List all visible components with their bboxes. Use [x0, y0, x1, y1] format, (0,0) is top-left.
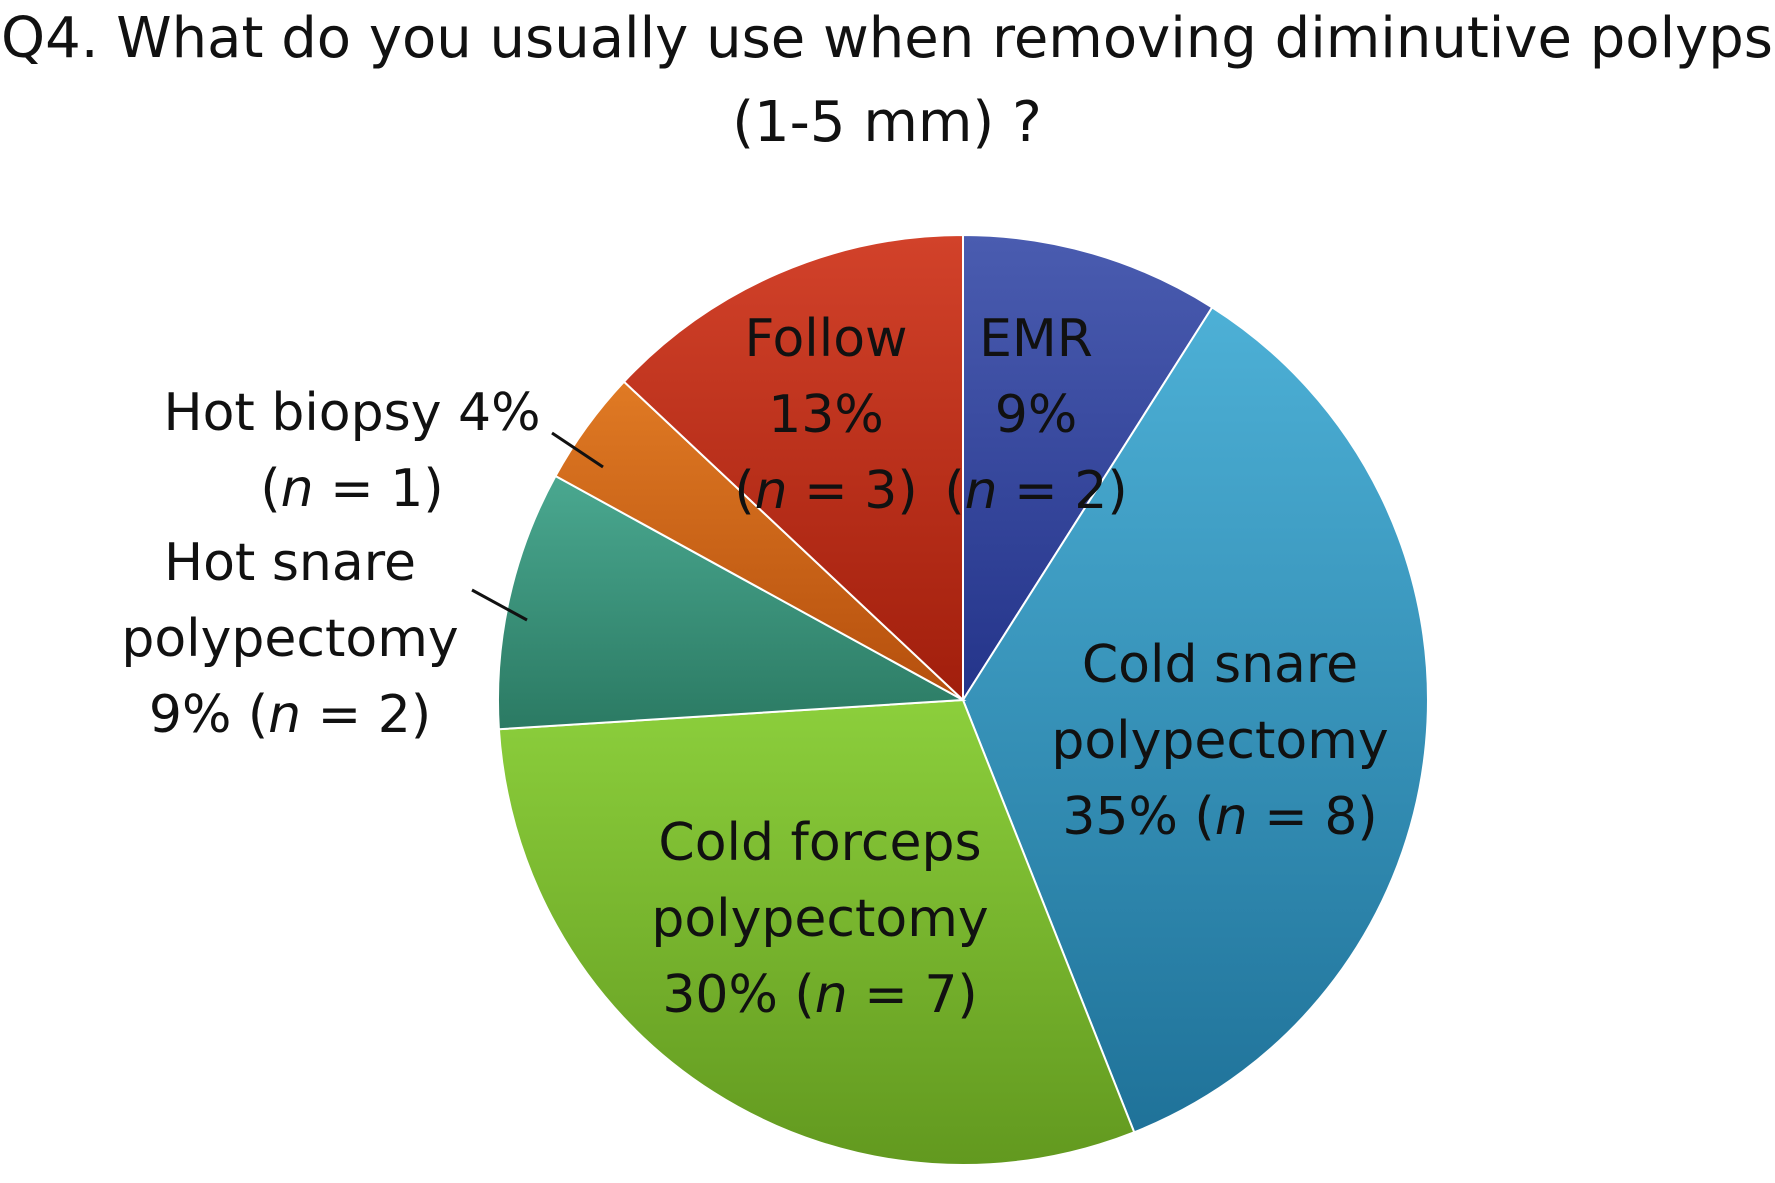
pie-slice-follow — [622, 233, 964, 703]
n-symbol: n — [268, 685, 301, 745]
slice-label-cold-forceps: Cold forceps polypectomy 30% (n = 7) — [651, 813, 988, 1025]
slice-label-line: 30% (n = 7) — [662, 965, 977, 1025]
slice-label-emr: EMR 9% (n = 2) — [944, 309, 1127, 521]
label-text: 35% ( — [1062, 787, 1214, 847]
pie-slice-cold-forceps — [497, 698, 1136, 1166]
label-text: Cold snare — [1082, 635, 1358, 695]
label-text: Hot biopsy 4% — [164, 383, 541, 443]
slice-label-line: 9% — [995, 385, 1078, 445]
slice-label-line: 35% (n = 8) — [1062, 787, 1377, 847]
slice-label-line: (n = 1) — [260, 459, 443, 519]
label-text: 9% — [995, 385, 1078, 445]
leader-line-hot-biopsy — [551, 431, 604, 469]
label-text: polypectomy — [121, 609, 458, 669]
label-text: Cold forceps — [658, 813, 981, 873]
slice-label-line: Hot snare — [164, 533, 416, 593]
slice-label-line: Cold snare — [1082, 635, 1358, 695]
chart-title-line-1: Q4. What do you usually use when removin… — [1, 6, 1773, 71]
slice-label-line: 13% — [768, 385, 884, 445]
slice-label-line: 9% (n = 2) — [149, 685, 431, 745]
pie-slice-cold-snare — [961, 306, 1429, 1134]
pie-slice-hot-snare — [497, 474, 967, 731]
slice-label-line: EMR — [979, 309, 1093, 369]
n-symbol: n — [1215, 787, 1248, 847]
n-symbol: n — [965, 461, 998, 521]
slice-label-follow: Follow 13% (n = 3) — [734, 309, 917, 521]
label-text: = 3) — [788, 461, 918, 521]
slice-label-line: polypectomy — [121, 609, 458, 669]
slice-label-line: (n = 3) — [734, 461, 917, 521]
slice-label-line: (n = 2) — [944, 461, 1127, 521]
slice-label-line: polypectomy — [1051, 711, 1388, 771]
label-text: = 2) — [998, 461, 1128, 521]
label-text: polypectomy — [1051, 711, 1388, 771]
label-text: 30% ( — [662, 965, 814, 1025]
label-text: polypectomy — [651, 889, 988, 949]
n-symbol: n — [815, 965, 848, 1025]
label-text: ( — [734, 461, 754, 521]
label-text: = 1) — [314, 459, 444, 519]
label-text: Hot snare — [164, 533, 416, 593]
label-text: = 8) — [1248, 787, 1378, 847]
label-text: EMR — [979, 309, 1093, 369]
label-text: = 7) — [848, 965, 978, 1025]
label-text: = 2) — [301, 685, 431, 745]
slice-label-hot-biopsy: Hot biopsy 4% (n = 1) — [164, 383, 541, 519]
label-text: ( — [944, 461, 964, 521]
leader-line-hot-snare — [471, 588, 528, 622]
slice-label-cold-snare: Cold snare polypectomy 35% (n = 8) — [1051, 635, 1388, 847]
label-text: 9% ( — [149, 685, 268, 745]
slice-label-line: Cold forceps — [658, 813, 981, 873]
label-text: 13% — [768, 385, 884, 445]
n-symbol: n — [755, 461, 788, 521]
slice-label-line: Hot biopsy 4% — [164, 383, 541, 443]
n-symbol: n — [281, 459, 314, 519]
pie-slice-emr — [962, 233, 1214, 704]
slice-label-line: Follow — [744, 309, 907, 369]
slice-label-line: polypectomy — [651, 889, 988, 949]
label-text: Follow — [744, 309, 907, 369]
chart-title-line-2: (1-5 mm) ? — [732, 90, 1042, 155]
slice-label-hot-snare: Hot snare polypectomy 9% (n = 2) — [121, 533, 458, 745]
label-text: ( — [260, 459, 280, 519]
